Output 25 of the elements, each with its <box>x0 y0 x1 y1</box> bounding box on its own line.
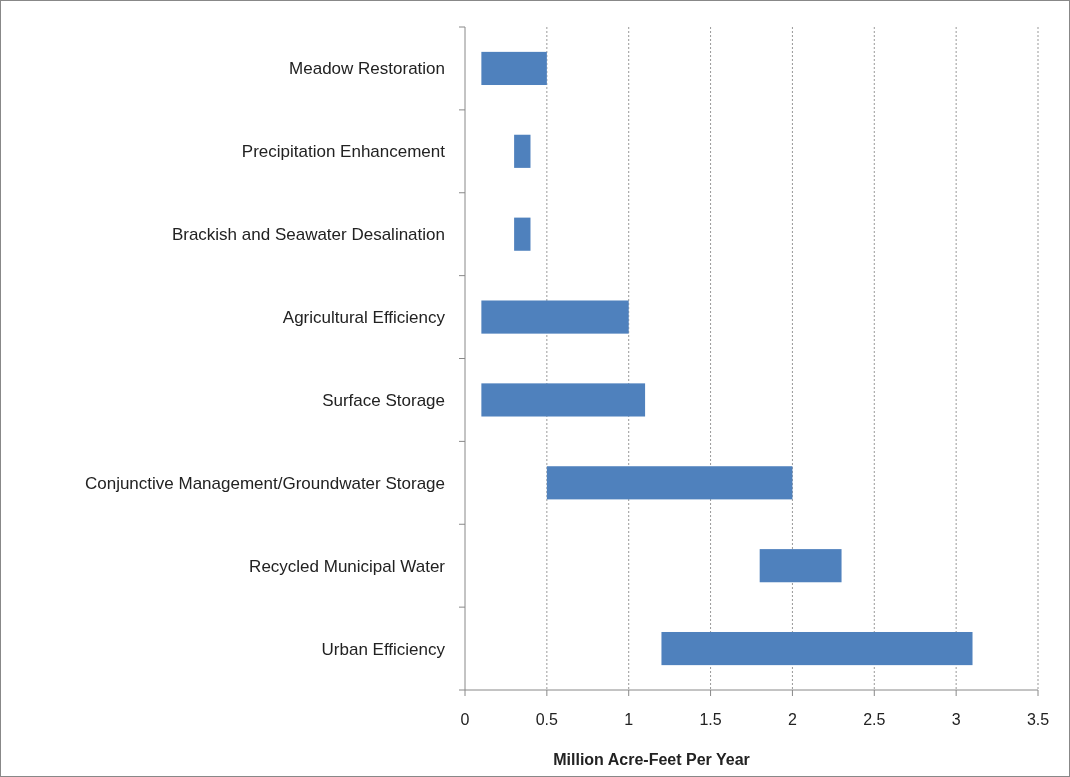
y-tick-label: Precipitation Enhancement <box>241 142 446 162</box>
y-tick-label: Brackish and Seawater Desalination <box>171 225 445 245</box>
bar <box>661 631 973 666</box>
x-tick-label: 0.5 <box>535 711 559 728</box>
x-tick-label: 2 <box>787 711 797 728</box>
y-tick-label: Agricultural Efficiency <box>282 308 446 328</box>
y-tick-label: Recycled Municipal Water <box>249 556 446 576</box>
x-tick-label: 1.5 <box>699 711 722 728</box>
bar <box>481 300 629 334</box>
x-tick-label: 1 <box>624 711 634 728</box>
bar <box>514 134 531 168</box>
x-tick-label: 3 <box>951 711 961 728</box>
x-tick-label: 2.5 <box>863 711 886 728</box>
x-tick-label: 0 <box>460 711 470 728</box>
y-tick-label: Urban Efficiency <box>321 639 446 659</box>
y-tick-label: Surface Storage <box>322 390 445 410</box>
bar <box>546 466 793 500</box>
x-tick-label: 3.5 <box>1026 711 1050 728</box>
y-tick-label: Conjunctive Management/Groundwater Storage <box>84 473 445 493</box>
y-tick-label: Meadow Restoration <box>289 59 445 79</box>
bar <box>481 383 646 417</box>
bar <box>514 217 531 251</box>
x-axis-title: Million Acre-Feet Per Year <box>553 751 750 768</box>
bar <box>759 549 842 583</box>
bar <box>481 51 547 86</box>
